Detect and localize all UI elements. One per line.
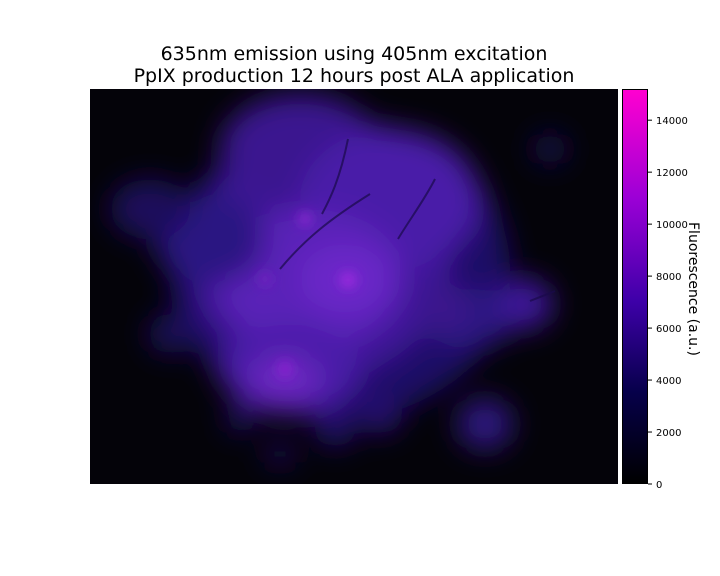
colorbar-tick-label: 14000: [656, 116, 688, 127]
colorbar-tick-label: 8000: [656, 272, 681, 283]
colorbar-tick-label: 0: [656, 480, 662, 491]
colorbar: [622, 89, 648, 484]
fluorescence-image: [90, 89, 618, 484]
colorbar-tick-label: 2000: [656, 428, 681, 439]
chart-title-line-2: PpIX production 12 hours post ALA applic…: [133, 65, 575, 87]
chart-title-line-1: 635nm emission using 405nm excitation: [160, 43, 548, 65]
hot-spots: [259, 213, 356, 377]
colorbar-gradient: [623, 90, 647, 483]
colorbar-tick-label: 4000: [656, 376, 681, 387]
tissue-fluorescence-region: [110, 94, 568, 466]
colorbar-tick-label: 12000: [656, 168, 688, 179]
colorbar-label: Fluorescence (a.u.): [685, 222, 701, 356]
colorbar-tick-label: 6000: [656, 324, 681, 335]
fluorescence-image-svg: [90, 89, 618, 484]
vessel-lines: [279, 138, 556, 302]
colorbar-ticks: 0 2000 4000 6000 8000 10000 12000 14000: [648, 116, 688, 491]
colorbar-tick-label: 10000: [656, 220, 688, 231]
